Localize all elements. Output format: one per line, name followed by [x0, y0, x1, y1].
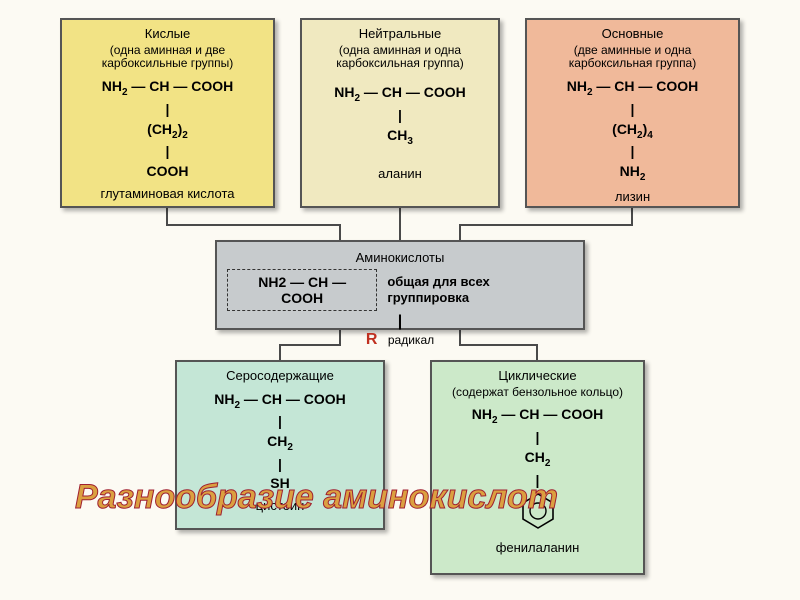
- neutral-title: Нейтральные: [306, 26, 494, 42]
- center-common-label: общая для всех группировка: [387, 274, 573, 305]
- box-acidic: Кислые (одна аминная и две карбоксильные…: [60, 18, 275, 208]
- center-title: Аминокислоты: [227, 250, 573, 265]
- basic-example: лизин: [531, 189, 734, 204]
- radical-label: радикал: [388, 333, 434, 347]
- neutral-subtitle: (одна аминная и одна карбоксильная групп…: [306, 44, 494, 72]
- acidic-example: глутаминовая кислота: [66, 186, 269, 201]
- basic-formula: NH2 — CH — COOH | (CH2)4 | NH2: [531, 77, 734, 185]
- acidic-subtitle: (одна аминная и две карбоксильные группы…: [66, 44, 269, 72]
- neutral-example: аланин: [306, 166, 494, 181]
- sulfur-title: Серосодержащие: [181, 368, 379, 384]
- center-bond: |: [398, 313, 402, 330]
- cyclic-subtitle: (содержат бензольное кольцо): [436, 386, 639, 400]
- box-cyclic: Циклические (содержат бензольное кольцо)…: [430, 360, 645, 575]
- center-box: Аминокислоты NH2 — CH — COOH общая для в…: [215, 240, 585, 330]
- acidic-title: Кислые: [66, 26, 269, 42]
- acidic-formula: NH2 — CH — COOH | (CH2)2 | COOH: [66, 77, 269, 181]
- basic-title: Основные: [531, 26, 734, 42]
- page-title: Разнообразие аминокислот: [75, 478, 558, 517]
- box-neutral: Нейтральные (одна аминная и одна карбокс…: [300, 18, 500, 208]
- box-basic: Основные (две аминные и одна карбоксильн…: [525, 18, 740, 208]
- center-formula: NH2 — CH — COOH: [227, 269, 377, 311]
- radical-r: R: [366, 331, 378, 348]
- cyclic-title: Циклические: [436, 368, 639, 384]
- cyclic-example: фенилаланин: [436, 540, 639, 555]
- basic-subtitle: (две аминные и одна карбоксильная группа…: [531, 44, 734, 72]
- neutral-formula: NH2 — CH — COOH | CH3: [306, 83, 494, 148]
